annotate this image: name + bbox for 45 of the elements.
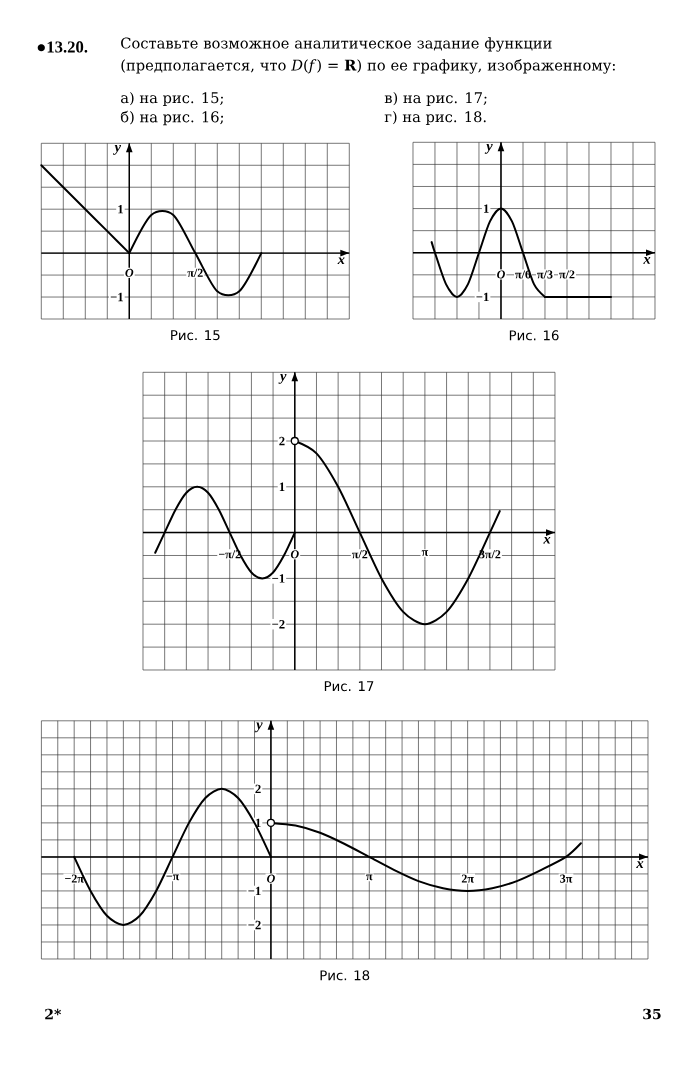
x-axis-title: x bbox=[543, 536, 551, 544]
x-tick-label: O bbox=[125, 268, 134, 277]
text: г) на рис. 18. bbox=[384, 110, 486, 126]
y-tick-label: −1 bbox=[110, 292, 123, 302]
y-tick-label: 2 bbox=[279, 436, 285, 446]
y-tick-label: −1 bbox=[272, 574, 285, 583]
y-axis-title: y bbox=[278, 373, 287, 384]
x-axis-title: x bbox=[643, 257, 651, 264]
text: в) на рис. 17; bbox=[384, 91, 487, 107]
x-tick-label: π/2 bbox=[352, 550, 368, 559]
text: ●13.20. bbox=[37, 41, 88, 53]
x-tick-label: π bbox=[421, 550, 429, 556]
text: 35 bbox=[643, 1008, 661, 1020]
y-tick-label: 1 bbox=[279, 482, 285, 491]
x-axis-title: x bbox=[337, 257, 345, 265]
y-tick-label: 2 bbox=[255, 784, 261, 794]
x-tick-label: O bbox=[497, 270, 505, 279]
y-axis-title: y bbox=[254, 722, 263, 733]
x-tick-label: 2π bbox=[461, 874, 474, 883]
text: Рис. 16 bbox=[509, 330, 559, 341]
text: Рис. 18 bbox=[320, 970, 370, 981]
text: Составьте возможное аналитическое задание функции (предполагается, что D(f) = R) по ее графику, изображенному: bbox=[121, 37, 615, 74]
y-axis-title: y bbox=[484, 143, 493, 154]
x-tick-label: O bbox=[290, 550, 299, 559]
y-axis-title: y bbox=[113, 144, 122, 155]
y-tick-label: −2 bbox=[272, 620, 285, 629]
y-tick-label: −2 bbox=[248, 920, 261, 930]
x-tick-label: −2π bbox=[65, 874, 84, 883]
x-tick-label: π bbox=[366, 874, 373, 881]
text: 2* bbox=[45, 1008, 62, 1020]
text: б) на рис. 16; bbox=[120, 110, 224, 126]
x-tick-label: π/2 bbox=[559, 270, 575, 279]
text: а) на рис. 15; bbox=[121, 91, 223, 107]
text: Рис. 17 bbox=[324, 681, 374, 692]
x-tick-label: −π bbox=[166, 874, 180, 881]
y-tick-label: 1 bbox=[118, 205, 123, 214]
x-tick-label: π/2 bbox=[187, 268, 203, 277]
x-axis-title: x bbox=[636, 861, 644, 868]
x-tick-label: 3π bbox=[560, 874, 573, 883]
y-tick-label: −1 bbox=[476, 292, 489, 302]
text: Рис. 15 bbox=[171, 330, 220, 341]
y-tick-label: −1 bbox=[248, 886, 261, 896]
x-tick-label: π/3 bbox=[537, 270, 553, 279]
y-tick-label: 1 bbox=[484, 204, 489, 213]
x-tick-label: O bbox=[267, 874, 275, 883]
